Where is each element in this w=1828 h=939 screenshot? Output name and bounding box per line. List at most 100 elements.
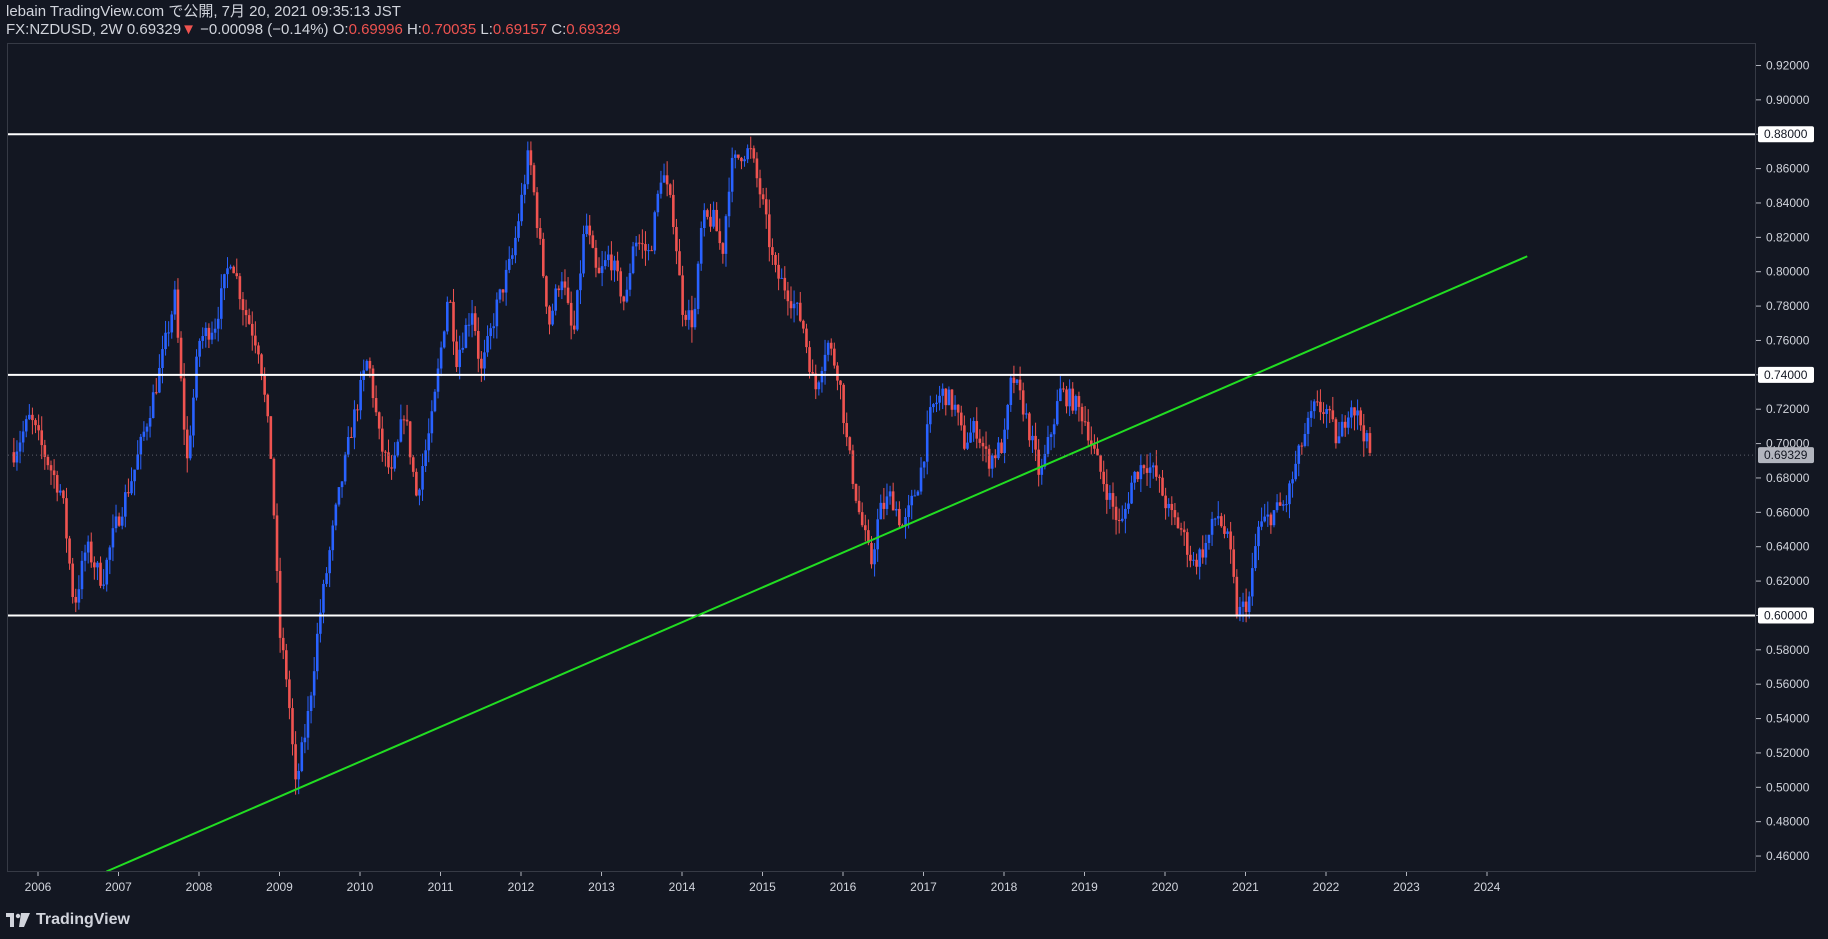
price-line-label: 0.74000 [1764,368,1808,382]
candle-body [325,573,328,584]
change-value: −0.00098 (−0.14%) [200,21,329,38]
candle-body [1099,455,1102,472]
candle-body [1018,379,1022,391]
candle-body [628,273,632,290]
candle-body [681,275,684,315]
candle-body [1136,471,1140,480]
candle-body [1083,421,1087,423]
x-tick-label: 2022 [1313,880,1340,894]
candle-body [74,596,78,603]
price-line-label: 0.88000 [1764,127,1808,141]
candle-body [922,461,926,468]
tradingview-logo-icon [6,913,30,927]
candle-body [213,328,217,333]
candle-body [523,184,527,195]
candle-body [901,525,904,527]
candle-body [529,150,533,166]
candle-body [607,254,610,261]
candle-body [427,433,431,451]
candle-body [1077,396,1081,407]
candle-body [1102,471,1105,485]
candle-body [566,287,570,303]
candle-body [1074,396,1078,411]
candle-body [315,633,319,672]
candle-body [687,310,691,320]
candle-body [743,159,746,162]
candle-body [408,421,412,458]
candle-body [1071,388,1075,411]
x-tick-label: 2017 [910,880,937,894]
candle-body [473,313,477,331]
candle-body [1226,531,1229,534]
candle-body [637,242,641,244]
candle-body [990,455,994,469]
candle-body [263,375,266,395]
candle-body [554,288,557,311]
last-price-label: 0.69329 [1764,448,1808,462]
candle-body [724,216,728,254]
candle-body [145,426,149,432]
candle-body [1062,388,1065,390]
y-tick-label: 0.82000 [1766,230,1810,244]
candle-body [709,216,712,227]
candle-body [1037,449,1040,475]
candle-body [1220,516,1223,527]
candle-body [929,407,932,425]
candle-body [829,342,833,349]
candle-body [758,178,762,195]
candle-body [944,388,948,406]
candle-body [1009,377,1013,405]
candle-body [334,504,338,526]
candle-body [436,368,440,392]
candle-body [96,562,99,568]
y-tick-label: 0.48000 [1766,815,1810,829]
candle-body [1359,410,1362,426]
candle-body [721,243,725,254]
candle-body [1080,406,1084,422]
candle-body [1306,417,1310,434]
candle-body [805,328,808,348]
candle-body [476,330,480,359]
candle-body [1040,466,1044,475]
candle-body [898,508,901,526]
tradingview-logo-text: TradingView [36,911,130,928]
candle-body [978,438,982,443]
candle-body [1000,442,1003,453]
candle-body [644,244,647,251]
candle-body [350,436,353,438]
candle-body [526,150,530,185]
y-tick-label: 0.52000 [1766,746,1810,760]
candle-body [446,301,449,332]
candle-body [551,310,554,325]
candle-body [1316,401,1319,403]
candle-body [105,559,109,585]
candle-body [266,394,270,417]
candle-body [826,342,830,355]
candle-body [699,227,703,264]
candle-body [501,289,505,293]
candle-body [956,404,960,413]
high-value: 0.70035 [421,21,477,38]
candle-body [1012,377,1016,383]
candle-body [950,389,954,410]
candle-body [963,425,966,449]
candle-body [139,436,143,455]
candle-body [675,227,678,252]
candle-body [489,328,492,337]
candle-body [1167,503,1171,509]
candle-body [1189,554,1192,561]
candle-body [1272,510,1276,526]
trendline[interactable] [106,255,1528,873]
x-tick-label: 2014 [669,880,696,894]
candle-body [613,260,616,271]
candle-body [207,327,211,340]
candle-body [161,349,164,368]
tradingview-footer[interactable]: TradingView [6,909,130,931]
candle-body [1204,542,1208,558]
candle-body [1241,601,1245,607]
candle-body [21,431,25,443]
candle-body [43,445,47,457]
candle-body [1003,429,1006,453]
candle-body [1145,468,1149,473]
